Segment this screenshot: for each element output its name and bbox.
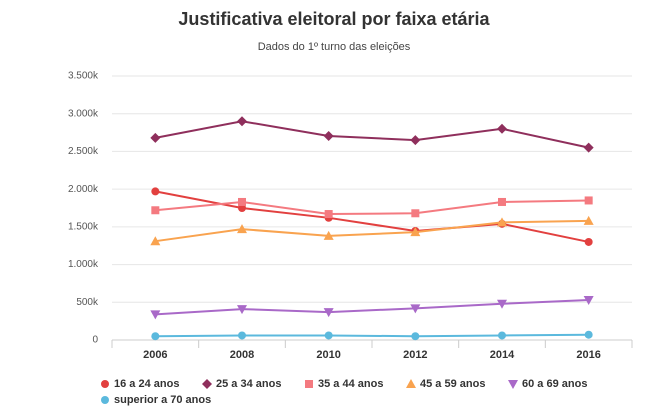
data-point	[498, 197, 506, 206]
data-point	[151, 332, 160, 341]
data-point	[498, 331, 506, 340]
data-point	[583, 296, 594, 306]
data-point	[237, 305, 247, 315]
x-tick-label: 2008	[230, 349, 254, 361]
legend-marker	[101, 380, 109, 388]
series-line	[155, 219, 589, 243]
legend-marker	[508, 380, 518, 389]
x-tick-label: 2010	[316, 349, 340, 361]
data-point	[323, 130, 334, 141]
x-tick-label: 2012	[403, 349, 427, 361]
y-tick-label: 1.500k	[68, 221, 99, 232]
data-point	[584, 330, 593, 339]
data-point	[410, 304, 421, 314]
legend-marker	[202, 379, 212, 389]
data-point	[150, 236, 161, 246]
legend-marker	[305, 380, 313, 388]
data-point	[323, 308, 334, 318]
y-tick-label: 500k	[76, 297, 99, 308]
y-tick-label: 1.000k	[68, 259, 99, 270]
data-point	[411, 332, 420, 341]
legend-label: 60 a 69 anos	[522, 378, 587, 390]
data-point	[324, 331, 333, 340]
data-point	[411, 209, 420, 218]
data-point	[410, 135, 421, 146]
data-point	[583, 215, 594, 225]
chart-subtitle: Dados do 1º turno das eleições	[258, 41, 411, 53]
y-tick-label: 2.500k	[68, 146, 99, 157]
legend-label: 45 a 59 anos	[420, 378, 485, 390]
x-tick-label: 2016	[576, 349, 600, 361]
data-point	[151, 187, 160, 196]
chart-title: Justificativa eleitoral por faixa etária	[178, 9, 490, 29]
data-point	[150, 310, 161, 320]
data-point	[237, 116, 247, 127]
legend-label: 25 a 34 anos	[216, 378, 281, 390]
data-point	[583, 142, 594, 153]
data-point	[410, 227, 421, 237]
y-tick-label: 0	[92, 335, 98, 346]
data-point	[497, 217, 507, 227]
data-point	[497, 299, 507, 309]
data-point	[151, 206, 160, 215]
series-line	[155, 199, 589, 216]
series-line	[155, 120, 589, 149]
y-tick-label: 3.500k	[68, 71, 99, 82]
data-point	[238, 204, 246, 212]
data-point	[237, 224, 247, 234]
legend-label: 35 a 44 anos	[318, 378, 383, 390]
legend-label: superior a 70 anos	[114, 394, 211, 406]
data-point	[497, 123, 507, 134]
data-point	[150, 132, 161, 143]
data-point	[584, 196, 593, 205]
y-tick-label: 2.000k	[68, 184, 99, 195]
y-tick-label: 3.000k	[68, 108, 99, 119]
series-line	[155, 333, 589, 338]
legend-marker	[406, 379, 416, 388]
legend-marker	[101, 396, 109, 404]
data-point	[238, 331, 246, 340]
data-point	[323, 230, 334, 240]
x-tick-label: 2006	[143, 349, 167, 361]
data-point	[238, 197, 246, 206]
x-tick-label: 2014	[490, 349, 515, 361]
data-point	[584, 237, 593, 246]
legend-label: 16 a 24 anos	[114, 378, 179, 390]
data-point	[324, 210, 333, 219]
series-line	[155, 190, 589, 243]
series-line	[155, 299, 589, 316]
